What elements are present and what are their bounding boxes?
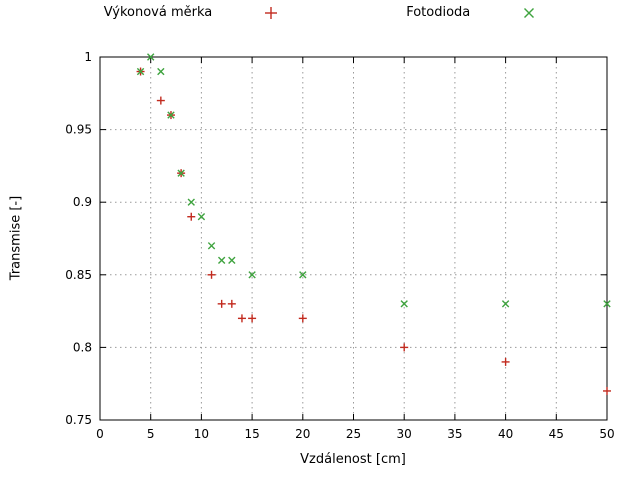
data-point-marker — [603, 300, 611, 308]
data-point-marker — [400, 343, 409, 352]
legend-entry-power-meter: Výkonová měrka — [104, 5, 279, 21]
data-point-marker — [187, 198, 195, 206]
y-tick-label: 1 — [84, 50, 92, 64]
x-tick-label: 30 — [397, 427, 412, 441]
tick-labels: 0 5 10 15 20 25 30 35 40 45 50 0.75 0.8 0.85 0.9 0.95 1 — [65, 50, 614, 441]
data-point-marker — [207, 270, 216, 279]
x-tick-label: 20 — [295, 427, 310, 441]
y-tick-label: 0.85 — [65, 268, 92, 282]
legend-entry-photodiode: Fotodioda — [406, 5, 536, 21]
x-tick-label: 10 — [194, 427, 209, 441]
y-tick-label: 0.8 — [73, 340, 92, 354]
y-axis-label: Transmise [-] — [8, 195, 24, 281]
series-photodiode — [136, 53, 611, 308]
x-tick-label: 40 — [498, 427, 513, 441]
data-point-marker — [228, 256, 236, 264]
data-point-marker — [400, 300, 408, 308]
data-point-marker — [298, 314, 307, 323]
data-point-marker — [501, 357, 510, 366]
data-point-marker — [147, 53, 155, 61]
legend-label-power-meter: Výkonová měrka — [103, 5, 213, 20]
x-tick-label: 50 — [599, 427, 614, 441]
tick-marks — [99, 56, 608, 421]
data-point-marker — [157, 67, 165, 76]
data-point-marker — [603, 386, 611, 395]
data-point-marker — [167, 111, 175, 119]
data-point-marker — [187, 212, 196, 221]
legend: Výkonová měrka Fotodioda — [0, 5, 640, 21]
y-tick-label: 0.75 — [65, 413, 92, 427]
data-point-marker — [177, 169, 185, 177]
x-tick-label: 35 — [447, 427, 462, 441]
data-point-marker — [207, 242, 216, 250]
legend-label-photodiode: Fotodioda — [406, 5, 471, 20]
data-point-marker — [136, 67, 145, 76]
cross-marker-icon — [524, 8, 535, 18]
plus-marker-icon — [265, 7, 278, 19]
data-point-marker — [501, 300, 510, 308]
data-point-marker — [156, 96, 165, 105]
x-tick-label: 5 — [147, 427, 155, 441]
x-tick-label: 15 — [244, 427, 259, 441]
x-axis-label: Vzdálenost [cm] — [300, 452, 406, 467]
y-tick-label: 0.9 — [73, 195, 92, 209]
series-power-meter — [136, 67, 611, 395]
data-point-marker — [217, 256, 226, 264]
grid-lines — [99, 56, 608, 421]
data-point-marker — [248, 271, 256, 279]
data-point-marker — [237, 314, 246, 323]
data-point-marker — [227, 299, 236, 308]
x-tick-label: 0 — [96, 427, 104, 441]
data-point-marker — [248, 314, 257, 323]
x-tick-label: 25 — [346, 427, 361, 441]
data-point-marker — [217, 299, 226, 308]
data-point-marker — [299, 271, 307, 279]
y-tick-label: 0.95 — [65, 123, 92, 137]
data-point-marker — [197, 213, 206, 221]
x-tick-label: 45 — [549, 427, 564, 441]
